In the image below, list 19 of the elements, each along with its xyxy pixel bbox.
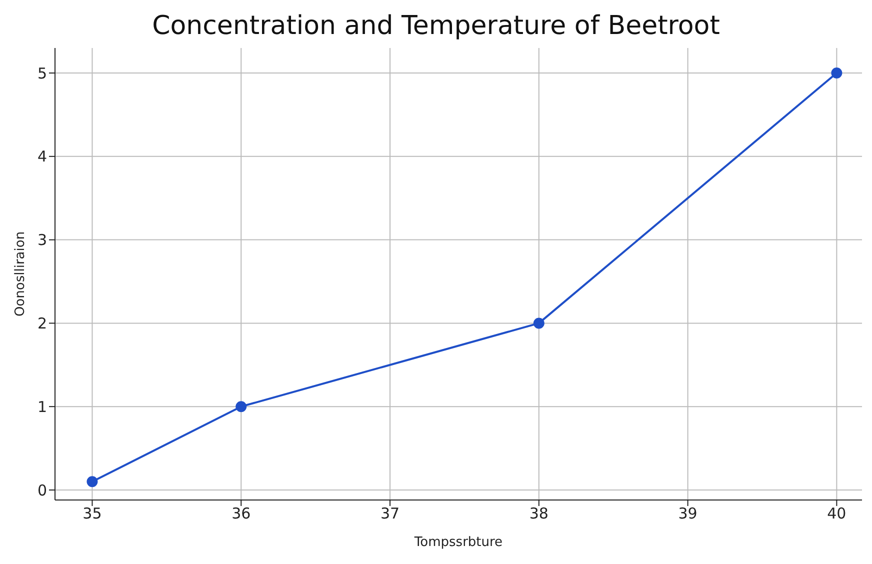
y-tick-label: 1: [37, 398, 47, 416]
x-tick-label: 37: [380, 504, 400, 523]
y-tick-label: 3: [37, 231, 47, 250]
point: [831, 68, 842, 79]
y-tick-label: 4: [37, 148, 47, 166]
y-axis-title: Oonoslliraion: [13, 231, 28, 317]
x-tick-label: 39: [678, 504, 698, 523]
x-tick-label: 36: [232, 504, 251, 523]
x-tick-label: 40: [827, 504, 846, 523]
x-tick-label: 38: [529, 504, 548, 523]
chart-title: Concentration and Temperature of Beetroot: [151, 10, 721, 43]
x-tick-label: 35: [82, 504, 102, 523]
y-tick-label: 2: [37, 314, 47, 333]
point: [236, 401, 247, 412]
point: [86, 476, 98, 488]
y-tick-label: 5: [37, 64, 47, 82]
x-axis-title: Tompssrbture: [413, 535, 503, 550]
y-tick-label: 0: [37, 481, 47, 500]
point: [533, 318, 544, 329]
